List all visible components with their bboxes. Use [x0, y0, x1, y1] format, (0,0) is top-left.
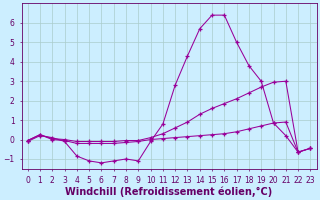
X-axis label: Windchill (Refroidissement éolien,°C): Windchill (Refroidissement éolien,°C) [65, 186, 273, 197]
